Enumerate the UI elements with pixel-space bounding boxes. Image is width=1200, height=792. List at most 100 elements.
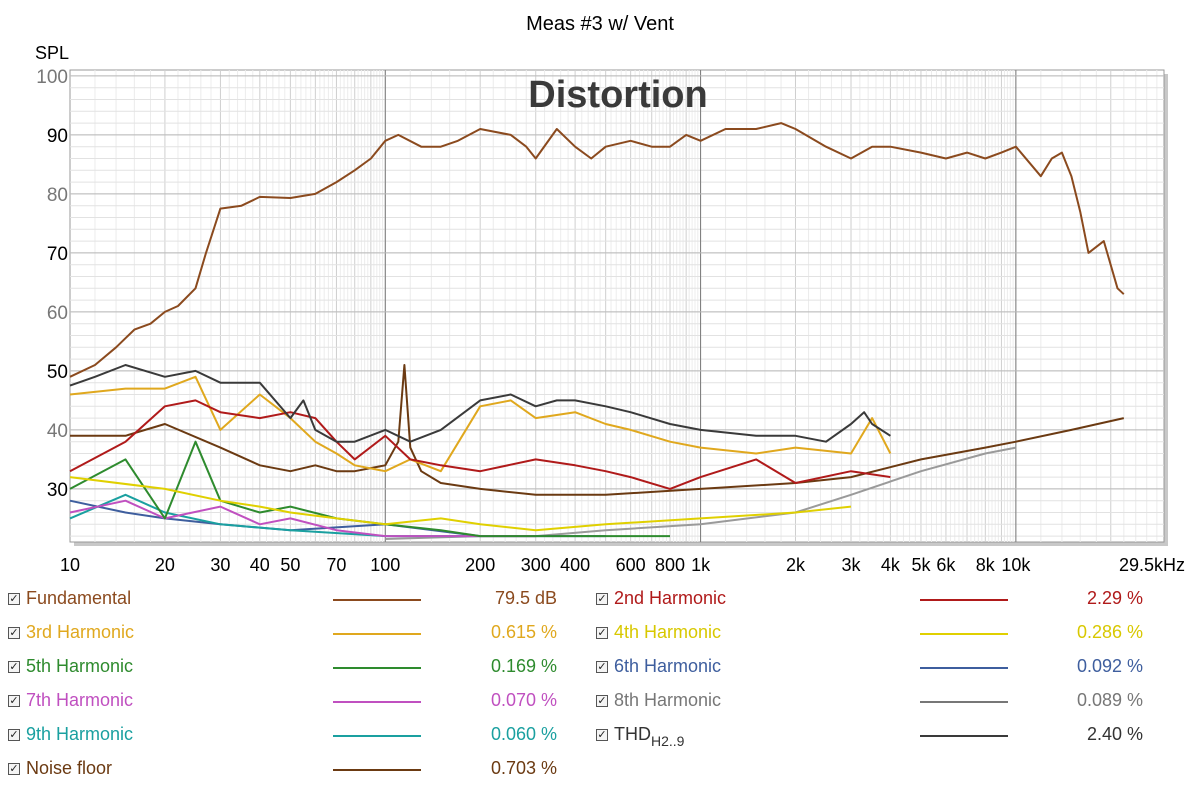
legend-swatch — [920, 667, 1008, 669]
legend-checkbox[interactable]: ✓ — [596, 627, 608, 639]
y-tick-label: 60 — [47, 303, 68, 324]
legend-value: 2.40 % — [1086, 724, 1143, 744]
legend-value: 0.615 % — [490, 622, 557, 642]
x-tick-label: 29.5kHz — [1119, 555, 1185, 575]
legend-label: 4th Harmonic — [614, 622, 722, 642]
legend-label: 2nd Harmonic — [614, 588, 727, 608]
series-line-7th-harmonic — [69, 499, 536, 538]
legend-value: 0.070 % — [490, 690, 557, 710]
watermark-label: Distortion — [528, 74, 707, 116]
grid-major — [70, 70, 1164, 542]
legend: ✓ Fundamental 79.5 dB ✓ 2nd Harmonic 2.29 % ✓ 3… — [0, 585, 1200, 792]
legend-checkbox[interactable]: ✓ — [596, 695, 608, 707]
x-tick-label: 40 — [250, 555, 270, 575]
y-tick-label: 70 — [47, 244, 68, 265]
legend-checkbox[interactable]: ✓ — [8, 729, 20, 741]
legend-swatch — [333, 667, 421, 669]
legend-label: Fundamental — [26, 588, 132, 608]
legend-item: ✓ 6th Harmonic 0.092 % — [594, 655, 1184, 683]
x-tick-label: 4k — [881, 555, 901, 575]
y-tick-label: 30 — [47, 480, 68, 501]
y-tick-label: 90 — [47, 126, 68, 147]
legend-swatch — [333, 735, 421, 737]
legend-swatch — [920, 599, 1008, 601]
x-tick-label: 70 — [326, 555, 346, 575]
legend-swatch — [333, 701, 421, 703]
legend-item: ✓ 4th Harmonic 0.286 % — [594, 621, 1184, 649]
series-line-noise-floor — [70, 364, 1125, 496]
legend-swatch — [920, 701, 1008, 703]
legend-checkbox[interactable]: ✓ — [8, 695, 20, 707]
x-tick-label: 200 — [465, 555, 495, 575]
legend-item: ✓ 7th Harmonic 0.070 % — [6, 689, 596, 717]
series-line-4th-harmonic — [69, 476, 852, 532]
legend-item: ✓ Noise floor 0.703 % — [6, 757, 596, 785]
legend-checkbox[interactable]: ✓ — [596, 661, 608, 673]
legend-checkbox[interactable]: ✓ — [8, 627, 20, 639]
x-tick-label: 10 — [60, 555, 80, 575]
y-tick-label: 40 — [47, 421, 68, 442]
legend-item: ✓ 3rd Harmonic 0.615 % — [6, 621, 596, 649]
legend-label: 5th Harmonic — [26, 656, 134, 676]
legend-checkbox[interactable]: ✓ — [8, 593, 20, 605]
legend-checkbox[interactable]: ✓ — [8, 661, 20, 673]
legend-value: 0.092 % — [1076, 656, 1143, 676]
x-tick-label: 300 — [521, 555, 551, 575]
legend-checkbox[interactable]: ✓ — [596, 593, 608, 605]
x-tick-label: 20 — [155, 555, 175, 575]
legend-label: 9th Harmonic — [26, 724, 134, 744]
legend-item: ✓ 5th Harmonic 0.169 % — [6, 655, 596, 683]
legend-swatch — [920, 735, 1008, 737]
x-tick-label: 100 — [370, 555, 400, 575]
legend-checkbox[interactable]: ✓ — [596, 729, 608, 741]
series-line-thd-h2-9 — [69, 364, 891, 443]
legend-label-main: THD — [614, 724, 651, 744]
series-line-5th-harmonic — [69, 440, 670, 538]
legend-label: 6th Harmonic — [614, 656, 722, 676]
legend-label: 7th Harmonic — [26, 690, 134, 710]
legend-value: 2.29 % — [1086, 588, 1143, 608]
x-tick-label: 400 — [560, 555, 590, 575]
legend-item: ✓ 9th Harmonic 0.060 % — [6, 723, 596, 751]
plot-area — [69, 69, 1165, 543]
y-tick-labels: 30 40 50 60 70 80 90 100 — [36, 67, 68, 501]
legend-value: 0.169 % — [490, 656, 557, 676]
series-layer — [69, 122, 1125, 540]
legend-value: 0.703 % — [490, 758, 557, 778]
y-axis-label: SPL — [35, 43, 69, 63]
x-tick-label: 600 — [616, 555, 646, 575]
legend-label: Noise floor — [26, 758, 113, 778]
legend-item: ✓ Fundamental 79.5 dB — [6, 587, 596, 615]
series-line-fundamental — [69, 122, 1125, 378]
x-tick-label: 10k — [1001, 555, 1031, 575]
y-tick-label: 100 — [36, 67, 68, 88]
legend-value: 0.089 % — [1076, 690, 1143, 710]
x-tick-label: 30 — [210, 555, 230, 575]
y-tick-label: 50 — [47, 362, 68, 383]
legend-label: THDH2..9 — [614, 724, 684, 749]
x-tick-label: 2k — [786, 555, 806, 575]
x-tick-label: 5k — [911, 555, 931, 575]
legend-label-subscript: H2..9 — [651, 733, 685, 749]
legend-checkbox[interactable]: ✓ — [8, 763, 20, 775]
series-line-3rd-harmonic — [69, 375, 892, 473]
x-tick-labels: 10 20 30 40 50 70 100 200 300 400 600 800 1k 2k 3k 4k 5k… — [60, 555, 1185, 575]
x-tick-label: 8k — [976, 555, 996, 575]
legend-label: 8th Harmonic — [614, 690, 722, 710]
x-tick-label: 6k — [936, 555, 956, 575]
legend-swatch — [920, 633, 1008, 635]
legend-item: ✓ 8th Harmonic 0.089 % — [594, 689, 1184, 717]
x-tick-label: 50 — [280, 555, 300, 575]
x-tick-label: 800 — [655, 555, 685, 575]
x-tick-label: 1k — [691, 555, 711, 575]
legend-item: ✓ THDH2..9 2.40 % — [594, 723, 1184, 751]
series-line-2nd-harmonic — [69, 399, 891, 490]
legend-value: 0.060 % — [490, 724, 557, 744]
legend-swatch — [333, 633, 421, 635]
legend-swatch — [333, 599, 421, 601]
legend-value: 0.286 % — [1076, 622, 1143, 642]
chart: Meas #3 w/ Vent SPL Distortion 30 40 50 60 7… — [35, 13, 1185, 575]
x-tick-label: 3k — [842, 555, 862, 575]
legend-label: 3rd Harmonic — [26, 622, 135, 642]
chart-title: Meas #3 w/ Vent — [526, 13, 674, 35]
